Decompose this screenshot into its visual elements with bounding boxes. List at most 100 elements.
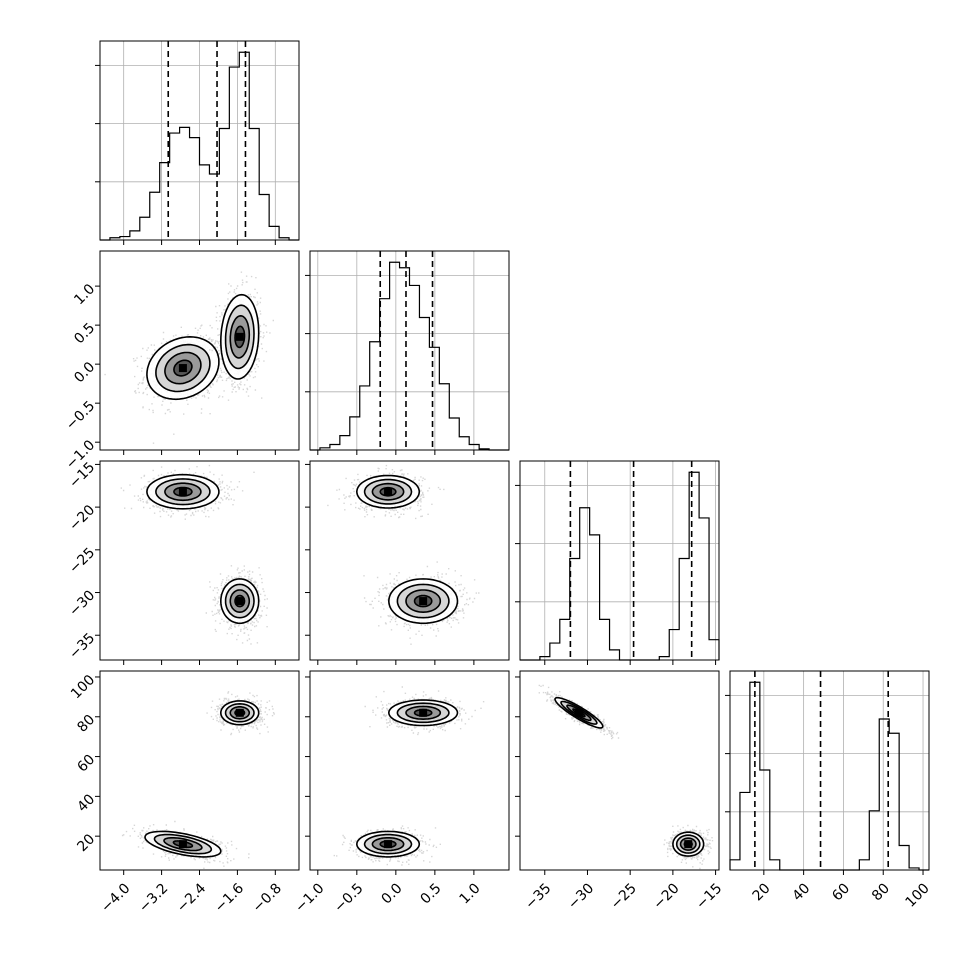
density-peak — [178, 364, 187, 373]
x-tick-label: −0.8 — [250, 880, 285, 915]
scatter-panel-1-3 — [309, 670, 510, 871]
hist-panel-1 — [305, 250, 510, 451]
hist-panel-2 — [515, 460, 720, 661]
scatter-panel-0-1 — [99, 250, 300, 451]
contour-line — [229, 589, 251, 614]
scatter-points — [333, 686, 485, 866]
contour-line — [153, 833, 213, 855]
contour-line — [675, 834, 701, 854]
contour-line — [229, 706, 251, 720]
y-tick-label: 1.0 — [71, 281, 98, 308]
y-tick-label: −0.5 — [63, 398, 98, 433]
panel-frame — [309, 460, 510, 661]
contour-line — [413, 594, 433, 608]
density-peak — [419, 597, 428, 606]
histogram-step — [310, 261, 509, 451]
x-tick-label: 80 — [869, 880, 893, 904]
histogram-step — [729, 681, 929, 871]
contour-line — [164, 351, 202, 385]
density-peak — [419, 708, 428, 717]
histogram-step — [520, 471, 720, 661]
contour-line — [396, 583, 450, 619]
contour-line — [371, 482, 405, 501]
contour-line — [146, 473, 220, 510]
x-tick-label: 0.0 — [379, 880, 406, 907]
y-tick-label: −35 — [66, 630, 98, 662]
panel-frame — [729, 670, 930, 871]
contour-line — [219, 578, 260, 625]
scatter-points — [120, 464, 268, 645]
y-tick-label: 80 — [74, 712, 98, 736]
contour-line — [234, 594, 246, 608]
contour-line — [405, 705, 442, 721]
scatter-panel-0-3 — [99, 670, 300, 871]
histogram-step — [100, 51, 299, 241]
density-peak — [384, 840, 393, 849]
panel-frame — [309, 670, 510, 871]
density-peak — [235, 708, 244, 717]
density-peak — [574, 708, 583, 717]
contour-line — [679, 837, 697, 851]
panel-frame — [519, 670, 720, 871]
density-peak — [178, 840, 187, 849]
contour-line — [224, 304, 255, 370]
scatter-panel-1-2 — [309, 460, 510, 661]
contour-line — [219, 700, 260, 726]
x-tick-label: −0.5 — [331, 880, 366, 915]
contour-line — [155, 478, 211, 506]
contour-line — [219, 293, 260, 380]
y-tick-label: −25 — [66, 545, 98, 577]
contour-line — [224, 583, 255, 619]
contour-line — [387, 578, 459, 625]
x-tick-label: −15 — [693, 880, 725, 912]
scatter-panel-2-3 — [519, 670, 720, 871]
y-tick-label: 40 — [74, 791, 98, 815]
x-tick-label: −1.6 — [212, 880, 247, 915]
y-tick-label: 0.0 — [71, 359, 98, 386]
y-tick-label: 20 — [74, 831, 98, 855]
scatter-points — [104, 271, 274, 444]
x-tick-label: 20 — [750, 880, 774, 904]
contour-line — [554, 696, 604, 729]
contour-line — [163, 837, 203, 852]
x-tick-label: −20 — [650, 880, 682, 912]
contour-line — [229, 314, 251, 359]
contour-line — [405, 589, 442, 614]
density-peak — [178, 487, 187, 496]
contour-line — [173, 486, 193, 497]
x-tick-label: 100 — [903, 880, 933, 910]
x-tick-label: −35 — [522, 880, 554, 912]
scatter-points — [121, 691, 275, 869]
contour-line — [355, 474, 421, 509]
scatter-dots — [364, 686, 485, 736]
panel-frame — [519, 460, 720, 661]
density-peak — [384, 487, 393, 496]
contour-line — [363, 833, 413, 855]
y-tick-label: −20 — [66, 502, 98, 534]
x-tick-label: −25 — [608, 880, 640, 912]
scatter-panel-0-2 — [99, 460, 300, 661]
contour-line — [173, 359, 193, 377]
scatter-points — [538, 684, 714, 870]
y-tick-label: 0.5 — [71, 320, 98, 347]
x-tick-label: −4.0 — [98, 880, 133, 915]
contour-line — [172, 840, 194, 849]
y-tick-label: 100 — [68, 672, 98, 702]
contour-line — [146, 335, 220, 401]
contour-line — [355, 830, 421, 858]
x-tick-label: 0.5 — [418, 880, 445, 907]
density-peak — [235, 332, 244, 341]
contour-line — [164, 482, 202, 502]
y-tick-label: −30 — [66, 588, 98, 620]
contour-line — [155, 343, 211, 393]
x-tick-label: 1.0 — [457, 880, 484, 907]
contour-line — [413, 708, 433, 717]
density-peak — [684, 840, 693, 849]
contour-line — [144, 830, 222, 858]
contour-line — [672, 831, 705, 857]
x-tick-label: 60 — [829, 880, 853, 904]
contour-line — [566, 704, 592, 722]
x-tick-label: −2.4 — [174, 880, 209, 915]
x-tick-label: −3.2 — [136, 880, 171, 915]
